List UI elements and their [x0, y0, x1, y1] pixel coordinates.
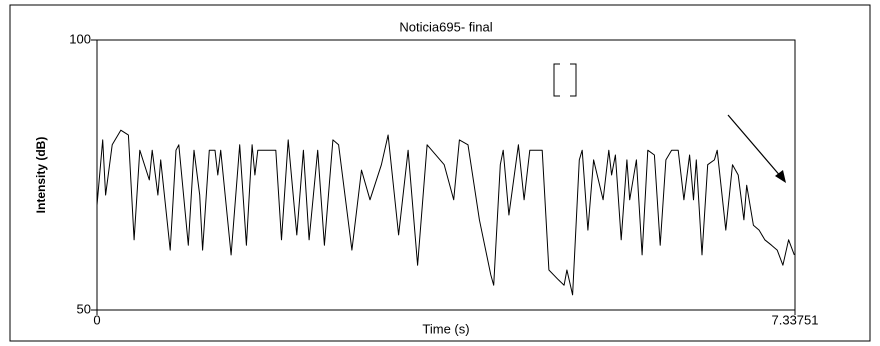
- arrow-line: [727, 114, 783, 179]
- intensity-line: [96, 129, 795, 296]
- y-axis-label: Intensity (dB): [34, 137, 48, 214]
- arrow-head: [775, 170, 786, 183]
- selection-bracket: [553, 63, 577, 97]
- x-axis-label: Time (s): [422, 321, 469, 336]
- outer-frame: [9, 4, 871, 342]
- chart-title: Noticia695- final: [399, 19, 492, 34]
- y-tick-label: 100: [69, 31, 91, 46]
- plot-frame: [96, 39, 796, 311]
- x-tick-label: 7.33751: [772, 312, 819, 327]
- y-tick-label: 50: [77, 301, 91, 316]
- x-tick-label: 0: [93, 312, 100, 327]
